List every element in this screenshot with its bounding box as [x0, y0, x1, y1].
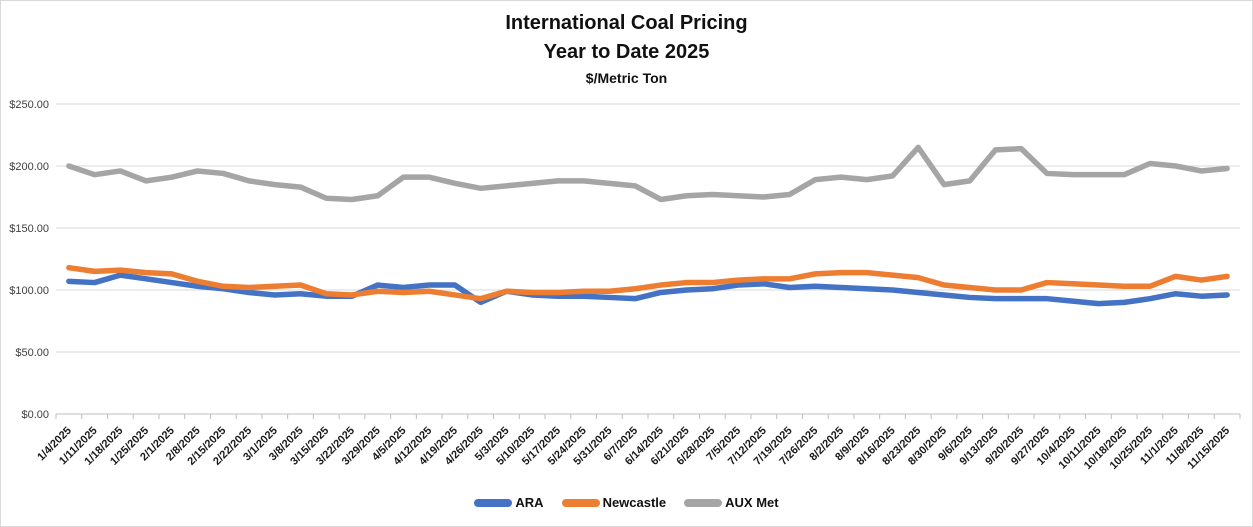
chart-title-line1: International Coal Pricing — [505, 12, 748, 34]
legend-item-ara: ARA — [474, 495, 544, 510]
y-axis-label: $200.00 — [9, 161, 49, 173]
series-line-aux-met — [66, 144, 1230, 203]
y-axis-label: $100.00 — [9, 285, 49, 297]
chart-title-line2: Year to Date 2025 — [543, 41, 710, 63]
y-axis-label: $250.00 — [9, 99, 49, 111]
legend-label-newcastle: Newcastle — [602, 495, 667, 510]
legend-marker-newcastle — [561, 498, 600, 507]
legend-item-newcastle: Newcastle — [561, 495, 667, 510]
chart-titles: International Coal Pricing Year to Date … — [1, 13, 1252, 85]
series-line-ara — [66, 272, 1230, 307]
legend-label-ara: ARA — [515, 495, 544, 510]
y-axis-label: $50.00 — [15, 347, 49, 359]
series-line-newcastle — [66, 264, 1230, 302]
y-axis-label: $150.00 — [9, 223, 49, 235]
legend-marker-ara — [474, 498, 513, 507]
legend-label-aux-met: AUX Met — [725, 495, 779, 510]
legend-marker-aux-met — [684, 498, 723, 507]
chart-subtitle: $/Metric Ton — [585, 70, 668, 86]
legend: ARA Newcastle AUX Met — [1, 495, 1252, 510]
y-axis-label: $0.00 — [21, 409, 49, 421]
legend-item-aux-met: AUX Met — [684, 495, 779, 510]
